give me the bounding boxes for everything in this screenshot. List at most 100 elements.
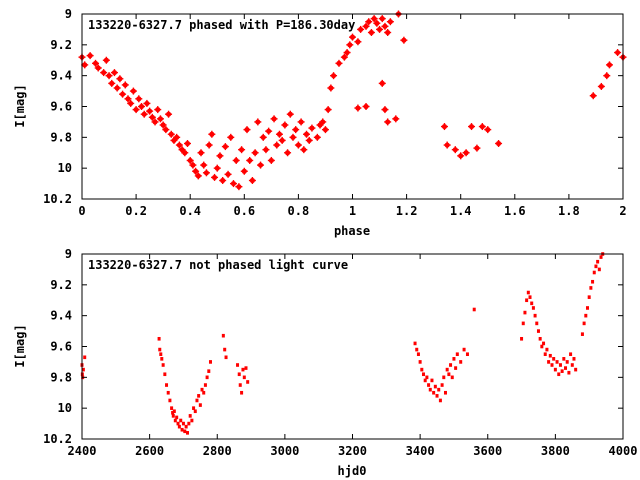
y-tick-label: 9.8 xyxy=(50,370,72,384)
unphased-points xyxy=(80,252,605,435)
data-point xyxy=(418,360,422,364)
unphased-y-axis-label: I[mag] xyxy=(13,324,27,367)
data-point xyxy=(303,130,311,138)
data-point xyxy=(569,352,573,357)
data-point xyxy=(108,79,116,87)
data-point xyxy=(535,321,539,326)
data-point xyxy=(478,123,486,131)
data-point xyxy=(165,383,169,387)
x-tick-label: 3400 xyxy=(406,444,435,458)
data-point xyxy=(86,52,94,60)
data-point xyxy=(200,387,204,392)
data-point xyxy=(362,103,370,110)
data-point xyxy=(550,363,554,367)
x-tick-label: 0.8 xyxy=(288,204,310,218)
data-point xyxy=(254,118,262,126)
data-point xyxy=(340,53,348,61)
phased-x-ticks: 0 0.2 0.4 0.6 0.8 1 1.2 1.4 1.6 1.8 2 xyxy=(78,14,627,218)
data-point xyxy=(457,152,465,160)
data-point xyxy=(300,146,308,154)
data-point xyxy=(197,149,205,157)
data-point xyxy=(585,306,589,310)
y-tick-label: 9 xyxy=(65,7,72,21)
data-point xyxy=(235,183,243,191)
x-tick-label: 3800 xyxy=(541,444,570,458)
data-point xyxy=(335,59,343,67)
data-point xyxy=(172,409,176,414)
data-point xyxy=(208,360,212,364)
data-point xyxy=(454,366,458,370)
data-point xyxy=(181,149,189,157)
data-point xyxy=(521,321,525,326)
data-point xyxy=(183,140,191,147)
data-point xyxy=(221,333,225,338)
y-tick-label: 9.8 xyxy=(50,130,72,144)
data-point xyxy=(526,290,530,295)
data-point xyxy=(443,390,447,395)
data-point xyxy=(219,177,227,184)
x-tick-label: 1 xyxy=(349,204,356,218)
data-point xyxy=(81,367,85,372)
x-tick-label: 4000 xyxy=(609,444,638,458)
data-point xyxy=(321,126,329,134)
data-point xyxy=(246,380,250,384)
data-point xyxy=(416,352,420,357)
x-tick-label: 0 xyxy=(78,204,85,218)
data-point xyxy=(462,347,466,352)
data-point xyxy=(440,383,444,387)
data-point xyxy=(425,375,429,380)
data-point xyxy=(562,357,566,361)
data-point xyxy=(459,360,463,364)
data-point xyxy=(275,130,283,138)
data-point xyxy=(232,156,240,164)
data-point xyxy=(140,110,148,118)
data-point xyxy=(603,72,611,80)
data-point xyxy=(468,123,476,131)
data-point xyxy=(167,130,175,138)
data-point xyxy=(442,375,446,380)
phased-title: 133220-6327.7 phased with P=186.30day xyxy=(88,18,355,32)
data-point xyxy=(194,172,202,180)
data-point xyxy=(330,72,338,80)
data-point xyxy=(584,313,588,318)
data-point xyxy=(176,421,180,426)
data-point xyxy=(159,352,163,357)
phased-y-axis-label: I[mag] xyxy=(13,84,27,127)
data-point xyxy=(259,133,267,141)
data-point xyxy=(238,146,246,154)
data-point xyxy=(599,255,603,259)
data-point xyxy=(241,367,245,372)
x-tick-label: 2 xyxy=(619,204,626,218)
data-point xyxy=(224,355,228,360)
y-tick-label: 9.2 xyxy=(50,278,72,292)
data-point xyxy=(262,146,270,154)
data-point xyxy=(183,429,187,434)
y-tick-label: 10.2 xyxy=(43,432,72,446)
data-point xyxy=(400,36,408,44)
data-point xyxy=(171,414,175,418)
data-point xyxy=(528,295,532,299)
data-point xyxy=(202,390,206,395)
data-point xyxy=(580,332,584,336)
data-point xyxy=(94,64,102,72)
data-point xyxy=(536,329,540,333)
data-point xyxy=(208,130,216,138)
data-point xyxy=(567,370,571,375)
data-point xyxy=(170,406,174,410)
unphased-chart: 2400 2600 2800 3000 3200 3400 3600 3800 4000 9 9.… xyxy=(13,247,637,478)
data-point xyxy=(265,127,273,135)
data-point xyxy=(452,357,456,361)
x-tick-label: 3000 xyxy=(270,444,299,458)
data-point xyxy=(450,375,454,380)
data-point xyxy=(192,167,200,175)
data-point xyxy=(572,357,576,361)
data-point xyxy=(428,387,432,392)
data-point xyxy=(175,415,179,420)
data-point xyxy=(547,360,551,364)
unphased-title: 133220-6327.7 not phased light curve xyxy=(88,258,348,272)
x-tick-label: 1.2 xyxy=(396,204,418,218)
data-point xyxy=(100,69,108,77)
data-point xyxy=(190,418,194,423)
data-point xyxy=(159,121,167,129)
